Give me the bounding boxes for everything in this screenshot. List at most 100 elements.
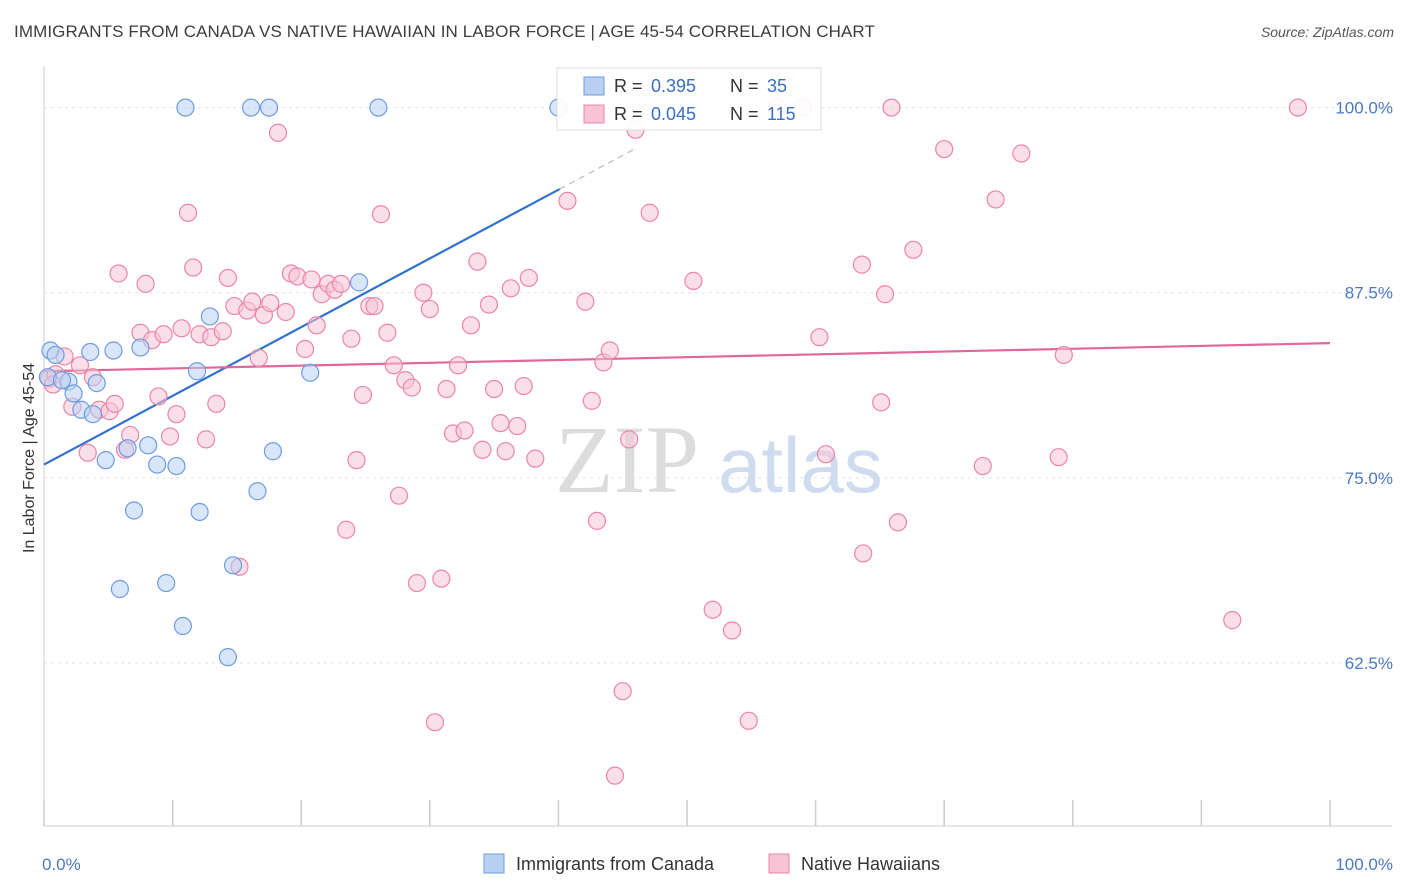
data-point (684, 271, 703, 290)
data-point (519, 268, 538, 288)
bottom-legend-swatch (483, 853, 505, 874)
data-point (613, 682, 632, 701)
data-point (46, 345, 65, 365)
data-point (276, 302, 295, 322)
gridlines (44, 107, 1392, 664)
trend-line (43, 188, 561, 466)
data-points (38, 98, 1307, 785)
data-point (149, 387, 168, 406)
data-point (904, 240, 923, 259)
data-point (172, 319, 191, 338)
data-point (407, 573, 427, 593)
data-point (52, 371, 72, 390)
data-point (223, 556, 243, 575)
data-point (605, 766, 625, 785)
data-point (425, 713, 445, 732)
data-point (349, 273, 369, 292)
data-point (243, 292, 262, 311)
data-point (124, 501, 144, 520)
data-point (213, 322, 232, 341)
data-point (178, 203, 198, 222)
data-point (485, 379, 504, 399)
data-point (109, 264, 128, 283)
data-point (259, 98, 279, 117)
chart-title: IMMIGRANTS FROM CANADA VS NATIVE HAWAIIA… (14, 22, 875, 41)
data-point (184, 258, 203, 277)
data-point (620, 430, 639, 449)
y-tick-label: 62.5% (1345, 654, 1393, 673)
data-point (501, 279, 520, 298)
data-point (87, 374, 106, 393)
data-point (369, 98, 388, 117)
data-point (496, 442, 515, 461)
legend-swatch (583, 76, 605, 96)
data-point (888, 513, 908, 532)
data-point (437, 379, 456, 399)
x-tick-label: 0.0% (42, 855, 81, 874)
watermark-atlas: atlas (718, 421, 883, 509)
bottom-legend-swatch (768, 853, 790, 874)
data-point (1054, 345, 1073, 365)
legend-n-label: N = (730, 76, 759, 96)
data-point (479, 295, 499, 314)
legend-r-label: R = (614, 76, 643, 96)
data-point (600, 341, 619, 360)
data-point (263, 442, 283, 461)
data-point (70, 356, 90, 375)
watermark-zip: ZIP (555, 406, 699, 513)
axes (43, 66, 1392, 827)
data-point (514, 376, 533, 396)
data-point (402, 378, 421, 397)
data-point (118, 439, 137, 458)
data-point (365, 296, 384, 316)
data-point (461, 316, 481, 335)
y-tick-label: 87.5% (1345, 284, 1393, 303)
data-point (248, 482, 267, 501)
data-point (882, 98, 901, 117)
data-point (508, 416, 527, 436)
data-point (337, 520, 356, 539)
data-point (81, 342, 100, 362)
data-point (852, 255, 871, 274)
data-point (342, 329, 361, 348)
top-legend: R = 0.395 N = 35 R = 0.045 N = 115 (556, 67, 822, 131)
source-credit: Source: ZipAtlas.com (1260, 24, 1394, 40)
data-point (307, 316, 326, 335)
data-point (131, 338, 150, 357)
data-point (190, 502, 209, 522)
data-point (1012, 144, 1031, 163)
data-point (703, 600, 722, 619)
data-point (432, 569, 451, 588)
watermark: ZIP atlas (555, 406, 883, 513)
data-point (582, 391, 601, 410)
data-point (986, 190, 1005, 209)
data-point (136, 274, 155, 293)
data-point (587, 511, 607, 530)
data-point (722, 621, 742, 640)
data-point (576, 292, 595, 311)
legend-n-value: 35 (767, 76, 787, 96)
legend-r-value: 0.395 (651, 76, 696, 96)
bottom-legend-label: Immigrants from Canada (516, 854, 715, 874)
data-point (875, 285, 895, 304)
data-point (105, 394, 124, 413)
data-point (347, 451, 366, 470)
data-point (148, 455, 167, 474)
data-point (218, 648, 237, 667)
data-point (389, 486, 409, 505)
data-point (64, 384, 83, 403)
data-point (241, 98, 261, 117)
data-point (378, 323, 397, 342)
data-point (96, 451, 115, 470)
legend-r-value: 0.045 (651, 104, 696, 124)
data-point (176, 98, 195, 117)
data-point (810, 328, 829, 347)
data-point (353, 385, 373, 405)
data-point (331, 274, 351, 293)
data-point (295, 339, 315, 359)
data-point (816, 445, 835, 464)
data-point (854, 544, 873, 563)
data-point (526, 449, 545, 468)
axis-labels: 62.5% 75.0% 87.5% 100.0% 0.0% 100.0% In Labor … (21, 99, 1393, 874)
